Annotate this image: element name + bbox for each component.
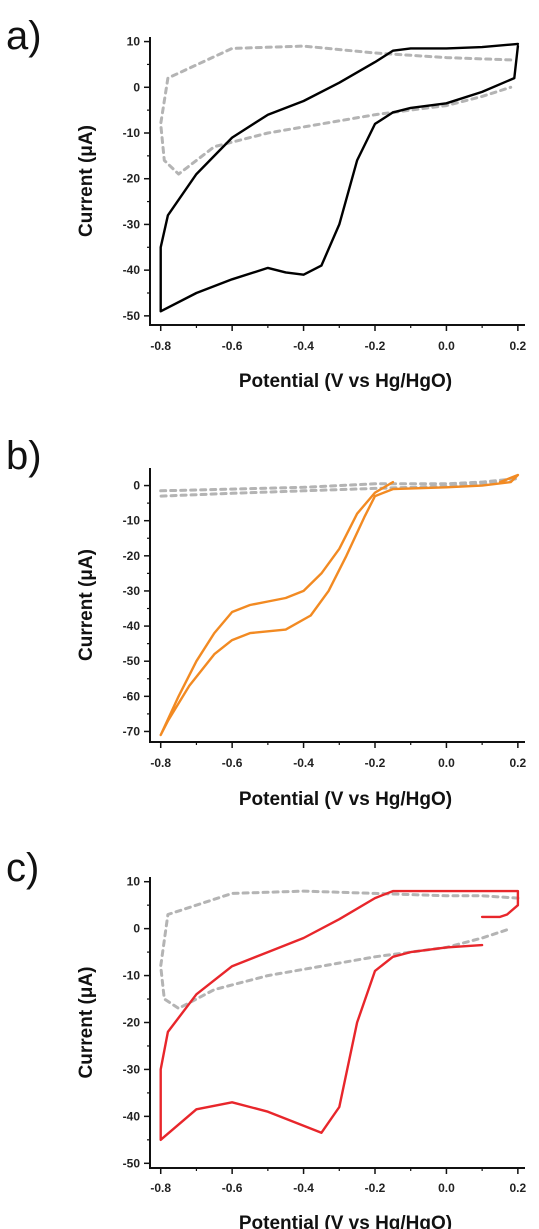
- x-tick-label-b: -0.2: [365, 756, 386, 770]
- y-tick-label-b: -20: [123, 549, 141, 563]
- y-tick-label-a: -20: [123, 172, 141, 186]
- y-tick-label-c: -50: [123, 1156, 141, 1170]
- x-tick-label-a: 0.2: [510, 339, 527, 353]
- y-tick-label-c: -30: [123, 1062, 141, 1076]
- x-tick-label-b: -0.4: [293, 756, 314, 770]
- baseline-curve-c: [159, 889, 520, 1010]
- y-tick-label-b: -10: [123, 514, 141, 528]
- y-tick-label-b: -70: [123, 724, 141, 738]
- x-tick-label-a: -0.8: [150, 339, 171, 353]
- x-tick-label-b: 0.2: [510, 756, 527, 770]
- baseline-curve-a: [159, 44, 513, 176]
- chart-panel-c: c) 10 0 -10 -20 -30 -40 -50 -0.8 -0.6 -0.4 -0.2 0.0…: [0, 832, 539, 1229]
- panel-label-a: a): [6, 14, 42, 58]
- cv-curve-a: [159, 42, 520, 313]
- x-axis-title-c: Potential (V vs Hg/HgO): [239, 1213, 452, 1229]
- x-tick-label-a: -0.2: [365, 339, 386, 353]
- y-tick-label-a: -10: [123, 126, 141, 140]
- y-tick-label-a: 10: [127, 35, 141, 49]
- panel-label-c: c): [6, 846, 40, 890]
- cv-chart-b: 0 -10 -20 -30 -40 -50 -60 -70 -0.8 -0.6 -0.4 -0.2 0.…: [76, 468, 527, 810]
- x-tick-label-c: -0.6: [222, 1181, 243, 1195]
- y-tick-label-b: -60: [123, 689, 141, 703]
- chart-panel-a: a) 10 0 -10 -20 -30 -40 -50 -0.8 -0.6 -0.4 -0.2 0.0…: [0, 0, 539, 400]
- x-tick-label-b: 0.0: [438, 756, 455, 770]
- y-tick-label-c: -10: [123, 969, 141, 983]
- chart-panel-b: b) 0 -10 -20 -30 -40 -50 -60 -70 -0.8 -0.6 -0.4 -0.…: [0, 420, 539, 820]
- y-tick-label-c: 10: [127, 875, 141, 889]
- x-tick-label-c: -0.8: [150, 1181, 171, 1195]
- x-tick-label-a: -0.6: [222, 339, 243, 353]
- x-axis-title-a: Potential (V vs Hg/HgO): [239, 371, 452, 392]
- x-tick-label-b: -0.8: [150, 756, 171, 770]
- y-tick-label-b: -50: [123, 654, 141, 668]
- axis-lines-a: [149, 37, 525, 326]
- cv-chart-c: 10 0 -10 -20 -30 -40 -50 -0.8 -0.6 -0.4 -0.2 0.0 0.2…: [76, 875, 527, 1229]
- x-tick-label-a: 0.0: [438, 339, 455, 353]
- x-tick-label-b: -0.6: [222, 756, 243, 770]
- x-axis-title-b: Potential (V vs Hg/HgO): [239, 789, 452, 810]
- y-tick-label-b: -30: [123, 584, 141, 598]
- y-tick-label-b: -40: [123, 619, 141, 633]
- y-tick-label-b: 0: [133, 479, 140, 493]
- x-tick-label-c: 0.2: [510, 1181, 527, 1195]
- y-axis-title-a: Current (μA): [76, 125, 97, 237]
- y-tick-label-c: -20: [123, 1016, 141, 1030]
- baseline-curve-b: [159, 477, 520, 498]
- axis-lines-b: [149, 468, 525, 743]
- x-tick-label-c: -0.4: [293, 1181, 314, 1195]
- panel-label-b: b): [6, 434, 42, 478]
- cv-chart-a: 10 0 -10 -20 -30 -40 -50 -0.8 -0.6 -0.4 -0.2 0.0 0.2…: [76, 35, 527, 392]
- x-tick-label-c: -0.2: [365, 1181, 386, 1195]
- x-tick-label-c: 0.0: [438, 1181, 455, 1195]
- y-tick-label-a: -50: [123, 309, 141, 323]
- y-axis-title-b: Current (μA): [76, 549, 97, 661]
- cv-curve-c: [159, 889, 520, 1141]
- cv-curve-b: [159, 473, 520, 737]
- y-axis-title-c: Current (μA): [76, 967, 97, 1079]
- axis-lines-c: [149, 877, 525, 1169]
- y-tick-label-a: 0: [133, 80, 140, 94]
- x-tick-label-a: -0.4: [293, 339, 314, 353]
- y-tick-label-c: -40: [123, 1109, 141, 1123]
- y-tick-label-a: -40: [123, 263, 141, 277]
- y-tick-label-c: 0: [133, 922, 140, 936]
- y-tick-label-a: -30: [123, 217, 141, 231]
